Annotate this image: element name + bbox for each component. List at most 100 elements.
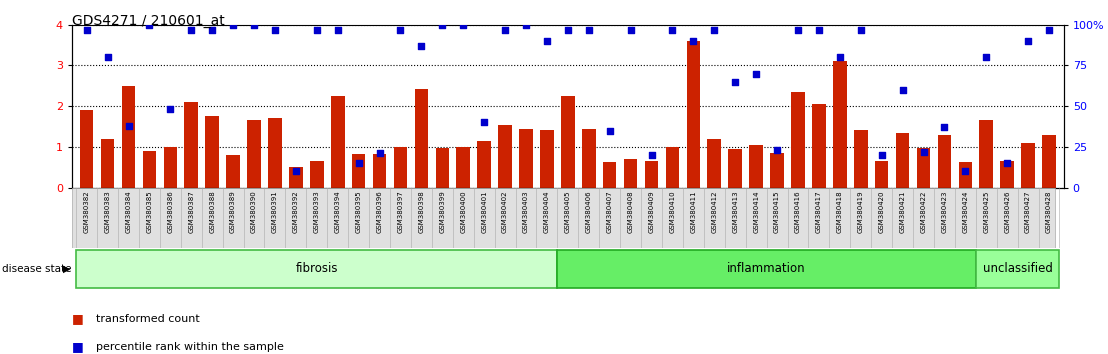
Bar [791,92,804,188]
Point [685,38,702,44]
Point [245,22,263,28]
Text: GSM380401: GSM380401 [481,190,488,233]
Bar [561,96,575,188]
Text: GSM380387: GSM380387 [188,190,194,233]
Point [768,147,786,153]
Text: percentile rank within the sample: percentile rank within the sample [96,342,285,352]
Text: GSM380385: GSM380385 [146,190,153,233]
Point [956,169,974,174]
Point [329,27,347,33]
Text: GSM380417: GSM380417 [815,190,822,233]
Point [454,22,472,28]
Bar [247,120,260,188]
Point [977,55,995,60]
Text: GSM380403: GSM380403 [523,190,529,233]
Bar [122,86,135,188]
Point [371,150,389,156]
FancyBboxPatch shape [976,250,1059,288]
Bar [226,155,240,188]
Text: GSM380410: GSM380410 [669,190,676,233]
Text: ■: ■ [72,341,84,353]
Text: GSM380393: GSM380393 [314,190,320,233]
Bar [624,159,637,188]
Point [622,27,639,33]
Point [706,27,724,33]
Text: GSM380413: GSM380413 [732,190,738,233]
FancyBboxPatch shape [557,250,976,288]
Point [1040,27,1058,33]
Bar [1001,161,1014,188]
Bar [435,148,449,188]
Bar [749,145,763,188]
Text: GSM380388: GSM380388 [209,190,215,233]
Bar [895,133,910,188]
Point [162,107,179,112]
Bar [393,147,408,188]
Text: GSM380395: GSM380395 [356,190,361,233]
Point [914,149,932,155]
Bar [582,129,596,188]
Text: GSM380389: GSM380389 [230,190,236,233]
Bar [205,116,219,188]
Text: GSM380404: GSM380404 [544,190,550,233]
Point [266,27,284,33]
Text: GSM380409: GSM380409 [648,190,655,233]
Text: GSM380426: GSM380426 [1004,190,1010,233]
Text: GSM380420: GSM380420 [879,190,884,233]
Bar [645,161,658,188]
Bar [812,104,825,188]
Text: GSM380428: GSM380428 [1046,190,1051,233]
Bar [352,154,366,188]
Text: GSM380423: GSM380423 [942,190,947,233]
Point [643,152,660,158]
Text: GSM380399: GSM380399 [440,190,445,233]
Point [78,27,95,33]
Text: GSM380398: GSM380398 [419,190,424,233]
Point [747,71,765,76]
Point [204,27,222,33]
Bar [979,120,993,188]
Bar [499,125,512,188]
Bar [937,135,952,188]
Point [831,55,849,60]
Text: GSM380427: GSM380427 [1025,190,1032,233]
Text: GSM380421: GSM380421 [900,190,905,233]
Text: GSM380405: GSM380405 [565,190,571,233]
Point [727,79,745,85]
Text: GSM380418: GSM380418 [837,190,843,233]
Text: GSM380396: GSM380396 [377,190,382,233]
FancyBboxPatch shape [76,250,557,288]
Bar [916,148,931,188]
Point [141,22,158,28]
Text: GSM380407: GSM380407 [607,190,613,233]
Bar [833,62,847,188]
Text: GSM380392: GSM380392 [293,190,299,233]
Text: GSM380422: GSM380422 [921,190,926,233]
Bar [478,141,491,188]
Bar [414,89,428,188]
Point [391,27,409,33]
Text: GSM380382: GSM380382 [84,190,90,233]
Bar [603,162,616,188]
Point [810,27,828,33]
Text: GSM380406: GSM380406 [586,190,592,233]
Point [538,38,556,44]
Bar [1022,143,1035,188]
Bar [666,147,679,188]
Text: GSM380425: GSM380425 [983,190,989,233]
Text: GSM380383: GSM380383 [104,190,111,233]
Bar [184,102,198,188]
Point [560,27,577,33]
Bar [1043,135,1056,188]
Point [475,120,493,125]
Bar [520,129,533,188]
Point [1019,38,1037,44]
Point [287,169,305,174]
Text: GSM380412: GSM380412 [711,190,717,233]
Point [517,22,535,28]
Bar [456,147,470,188]
Bar [708,139,721,188]
Text: GSM380391: GSM380391 [271,190,278,233]
Bar [854,130,868,188]
Point [99,55,116,60]
